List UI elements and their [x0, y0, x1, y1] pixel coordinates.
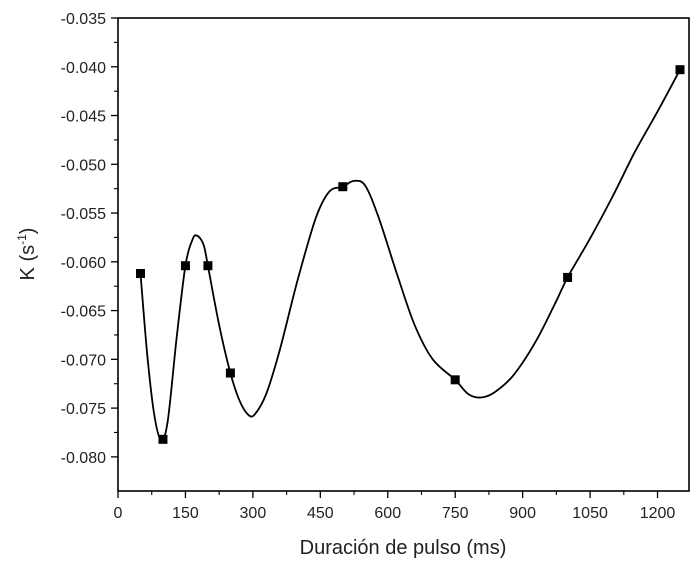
x-tick-label-2: 300	[240, 505, 267, 522]
y-axis-title: K (s-1)	[15, 228, 39, 281]
data-point-6	[450, 375, 460, 385]
y-tick-label-7: -0.070	[61, 352, 106, 369]
y-tick-label-3: -0.050	[61, 157, 106, 174]
data-point-7	[563, 272, 573, 282]
x-tick-label-0: 0	[114, 505, 123, 522]
data-point-0	[135, 269, 145, 279]
y-axis-title-suffix: )	[17, 228, 39, 235]
x-tick-label-1: 150	[172, 505, 199, 522]
y-tick-label-1: -0.040	[61, 60, 106, 77]
y-tick-label-0: -0.035	[61, 11, 106, 28]
x-tick-label-6: 900	[509, 505, 536, 522]
x-tick-label-4: 600	[374, 505, 401, 522]
x-tick-label-5: 750	[442, 505, 469, 522]
y-tick-label-2: -0.045	[61, 109, 106, 126]
y-tick-label-9: -0.080	[61, 450, 106, 467]
data-point-3	[203, 261, 213, 271]
y-tick-label-5: -0.060	[61, 255, 106, 272]
x-tick-label-3: 450	[307, 505, 334, 522]
data-point-5	[338, 182, 348, 192]
y-axis-title-superscript: -1	[15, 234, 29, 245]
data-point-2	[180, 261, 190, 271]
data-point-4	[225, 368, 235, 378]
data-point-1	[158, 434, 168, 444]
x-axis-title: Duración de pulso (ms)	[300, 537, 507, 559]
x-tick-label-7: 1050	[572, 505, 608, 522]
x-axis: 0 150 300 450 600 750 900 1050 1200	[114, 491, 676, 522]
x-tick-label-8: 1200	[640, 505, 676, 522]
y-tick-label-6: -0.065	[61, 304, 106, 321]
fit-curve	[139, 69, 681, 441]
plot-frame	[117, 17, 690, 492]
data-point-8	[675, 65, 685, 75]
y-axis: -0.035 -0.040 -0.045 -0.050 -0.055 -0.060 -0.0…	[61, 11, 118, 467]
y-tick-label-8: -0.075	[61, 401, 106, 418]
y-axis-title-prefix: K (s	[17, 245, 39, 281]
data-points	[135, 65, 685, 444]
y-tick-label-4: -0.055	[61, 206, 106, 223]
